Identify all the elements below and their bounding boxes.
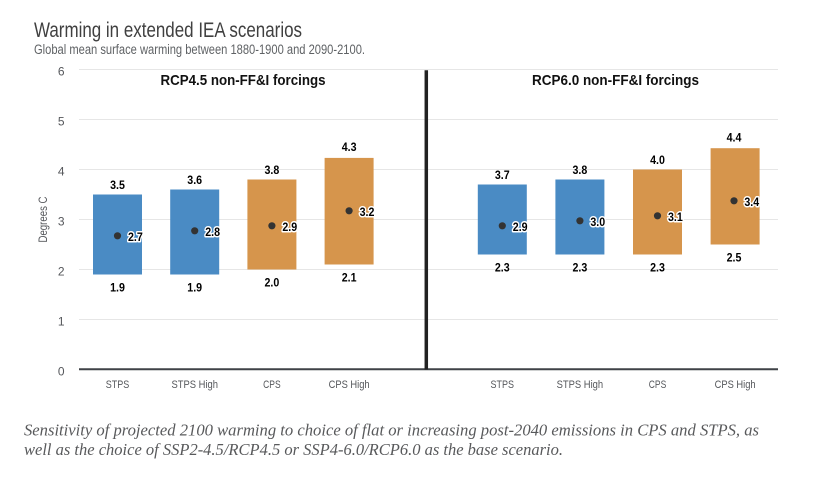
svg-text:CPS: CPS [649,379,667,391]
svg-text:3.8: 3.8 [573,163,588,177]
svg-text:2: 2 [58,265,65,279]
svg-text:CPS High: CPS High [329,379,370,391]
svg-text:3.7: 3.7 [495,168,510,182]
svg-text:Sensitivity of projected 2100: Sensitivity of projected 2100 warming to… [24,421,759,440]
svg-text:4: 4 [58,165,65,179]
svg-text:4.4: 4.4 [727,131,742,145]
svg-text:well as the choice of SSP2-4.5: well as the choice of SSP2-4.5/RCP4.5 or… [24,440,563,459]
svg-text:2.9: 2.9 [282,220,297,234]
svg-text:2.7: 2.7 [128,230,143,244]
svg-text:Global mean surface warming be: Global mean surface warming between 1880… [34,42,365,57]
svg-text:3.8: 3.8 [265,163,280,177]
svg-text:1.9: 1.9 [187,280,202,294]
svg-text:5: 5 [58,115,65,129]
svg-text:Warming in extended IEA scenar: Warming in extended IEA scenarios [34,19,302,42]
svg-text:2.9: 2.9 [513,220,528,234]
svg-text:CPS High: CPS High [715,379,756,391]
svg-text:STPS High: STPS High [557,379,604,391]
svg-text:2.3: 2.3 [495,260,510,274]
svg-text:2.3: 2.3 [650,260,665,274]
svg-text:3: 3 [58,215,65,229]
svg-text:0: 0 [58,365,65,379]
svg-text:3.4: 3.4 [744,195,759,209]
svg-text:STPS High: STPS High [171,379,218,391]
svg-text:RCP4.5 non-FF&I forcings: RCP4.5 non-FF&I forcings [161,72,326,89]
svg-text:3.6: 3.6 [187,173,202,187]
svg-text:2.3: 2.3 [573,260,588,274]
svg-text:2.0: 2.0 [265,275,280,289]
svg-text:3.5: 3.5 [110,178,125,192]
svg-text:2.5: 2.5 [727,250,742,264]
svg-text:4.3: 4.3 [342,140,357,154]
svg-text:1.9: 1.9 [110,280,125,294]
svg-text:2.1: 2.1 [342,270,357,284]
svg-text:6: 6 [58,65,65,79]
svg-text:RCP6.0 non-FF&I forcings: RCP6.0 non-FF&I forcings [532,72,699,89]
svg-text:4.0: 4.0 [650,153,665,167]
svg-text:2.8: 2.8 [205,225,220,239]
svg-text:3.2: 3.2 [360,205,375,219]
svg-text:3.0: 3.0 [590,215,605,229]
svg-text:3.1: 3.1 [668,210,683,224]
svg-text:STPS: STPS [491,379,515,391]
svg-text:Degrees C: Degrees C [38,197,50,243]
svg-text:STPS: STPS [106,379,130,391]
svg-text:CPS: CPS [263,379,281,391]
svg-text:1: 1 [58,315,65,329]
